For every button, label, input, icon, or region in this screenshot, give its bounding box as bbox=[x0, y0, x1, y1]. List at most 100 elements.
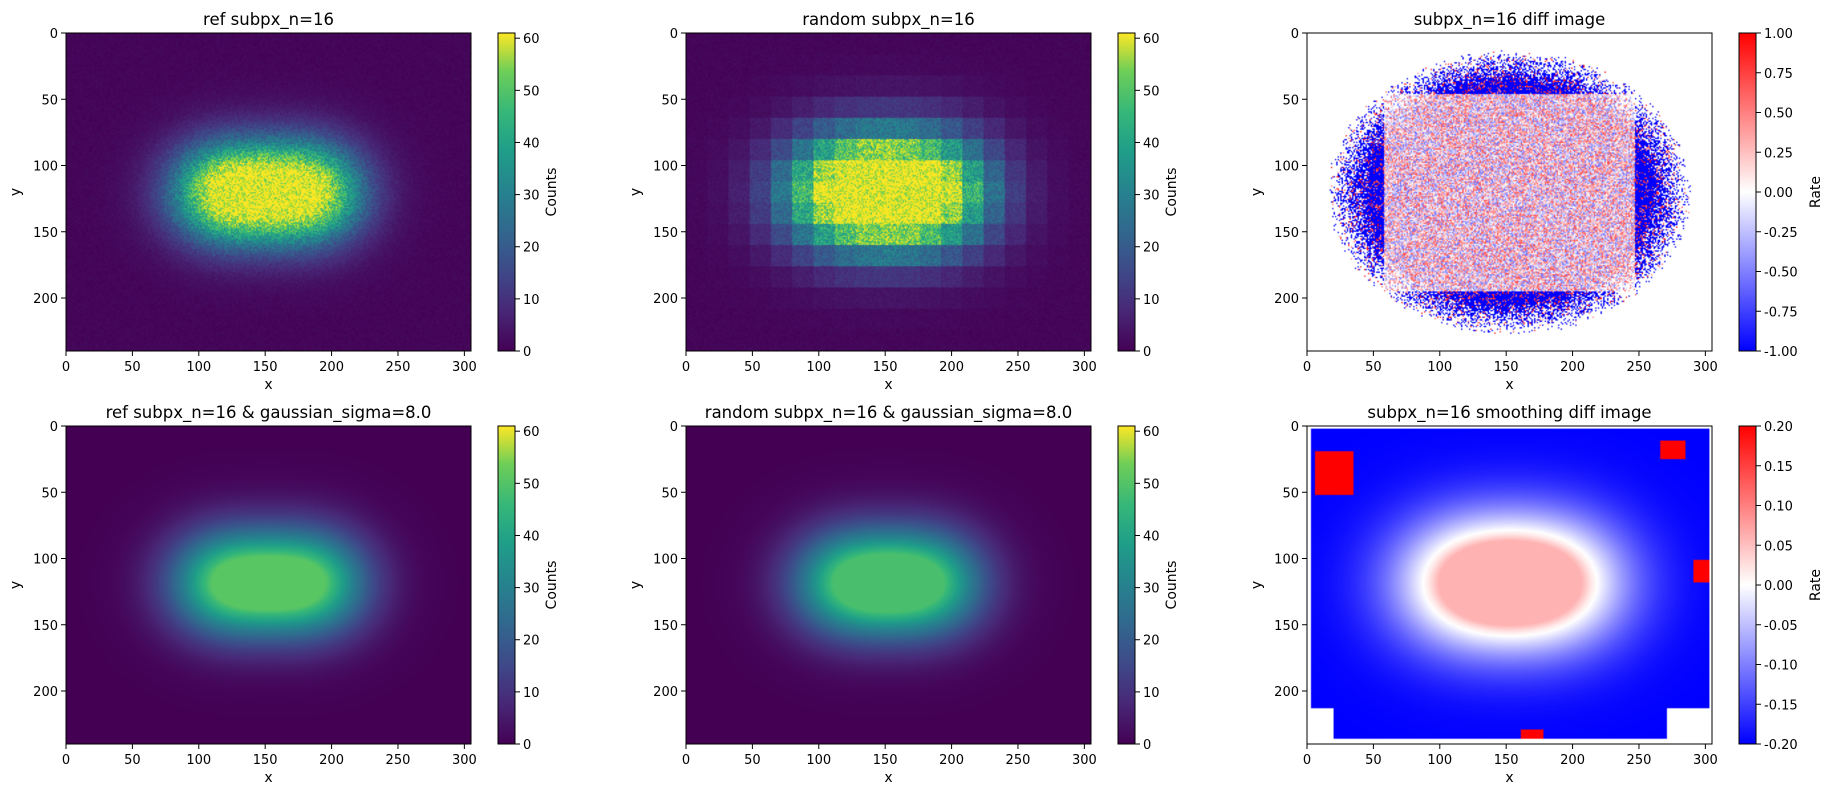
x-tick-label: 200 bbox=[1560, 360, 1585, 375]
y-axis-label: y bbox=[1249, 581, 1265, 589]
colorbar-label: Rate bbox=[1808, 569, 1824, 601]
y-tick-label: 100 bbox=[1274, 553, 1299, 568]
colorbar-tick-label: 20 bbox=[523, 241, 540, 256]
colorbar-tick-label: 0.05 bbox=[1764, 539, 1793, 554]
colorbar-label: Counts bbox=[1164, 168, 1180, 217]
x-tick-label: 200 bbox=[1560, 753, 1585, 768]
colorbar-tick-label: 50 bbox=[1143, 477, 1160, 492]
colorbar-tick-label: 0.20 bbox=[1764, 420, 1793, 435]
colorbar-label: Counts bbox=[1164, 561, 1180, 610]
panel-2: random subpx_n=160 50 100 150 200 250 30005010… bbox=[628, 10, 1180, 393]
colorbar bbox=[497, 425, 516, 745]
panel-title: random subpx_n=16 & gaussian_sigma=8.0 bbox=[705, 403, 1072, 423]
colorbar-tick-label: 0 bbox=[523, 738, 531, 753]
y-tick-label: 200 bbox=[653, 292, 678, 307]
heatmap-image bbox=[686, 426, 1091, 744]
x-axis-label: x bbox=[884, 770, 892, 786]
x-tick-label: 0 bbox=[1303, 360, 1311, 375]
colorbar-tick-label: 0.00 bbox=[1764, 186, 1793, 201]
x-tick-label: 250 bbox=[386, 360, 411, 375]
x-tick-label: 250 bbox=[1627, 360, 1652, 375]
y-tick-label: 0 bbox=[670, 420, 678, 435]
panel-title: ref subpx_n=16 bbox=[203, 10, 334, 30]
axes-frame bbox=[685, 32, 1092, 352]
heatmap-image bbox=[66, 426, 471, 744]
axes-frame bbox=[685, 425, 1092, 745]
colorbar-tick-label: 0.75 bbox=[1764, 67, 1793, 82]
x-tick-label: 100 bbox=[186, 360, 211, 375]
colorbar-tick-label: 60 bbox=[523, 32, 540, 47]
panel-3: subpx_n=16 diff image 0 50 100 150 200 250 300 0… bbox=[1249, 10, 1824, 393]
y-tick-label: 50 bbox=[41, 93, 58, 108]
axes-frame bbox=[65, 32, 472, 352]
y-tick-label: 150 bbox=[33, 619, 58, 634]
y-tick-label: 150 bbox=[653, 226, 678, 241]
colorbar-tick-label: 0.15 bbox=[1764, 460, 1793, 475]
colorbar-tick-label: 0.10 bbox=[1764, 500, 1793, 515]
x-tick-label: 200 bbox=[319, 360, 344, 375]
y-tick-label: 200 bbox=[1274, 685, 1299, 700]
x-axis-label: x bbox=[1505, 770, 1513, 786]
panel-4: ref subpx_n=16 & gaussian_sigma=8.0 0 50 10… bbox=[8, 403, 560, 786]
y-tick-label: 100 bbox=[33, 553, 58, 568]
colorbar-tick-label: 0.50 bbox=[1764, 107, 1793, 122]
colorbar bbox=[1117, 32, 1136, 352]
colorbar-tick-label: 40 bbox=[1143, 136, 1160, 151]
x-tick-label: 50 bbox=[124, 753, 141, 768]
panel-title: subpx_n=16 smoothing diff image bbox=[1367, 403, 1651, 423]
colorbar-tick-label: -0.25 bbox=[1764, 226, 1798, 241]
x-tick-label: 150 bbox=[1494, 360, 1519, 375]
y-axis-label: y bbox=[8, 188, 24, 196]
y-tick-label: 150 bbox=[33, 226, 58, 241]
colorbar-tick-label: 60 bbox=[523, 425, 540, 440]
x-tick-label: 250 bbox=[1006, 360, 1031, 375]
colorbar-tick-label: 1.00 bbox=[1764, 27, 1793, 42]
colorbar-tick-label: 40 bbox=[523, 136, 540, 151]
y-tick-label: 0 bbox=[1291, 420, 1299, 435]
x-tick-label: 100 bbox=[806, 360, 831, 375]
colorbar-tick-label: 30 bbox=[1143, 189, 1160, 204]
colorbar-tick-label: 0 bbox=[523, 345, 531, 360]
y-axis-label: y bbox=[628, 581, 644, 589]
y-tick-label: 100 bbox=[653, 553, 678, 568]
x-tick-label: 250 bbox=[386, 753, 411, 768]
colorbar-tick-label: -0.10 bbox=[1764, 659, 1798, 674]
colorbar-tick-label: 10 bbox=[1143, 686, 1160, 701]
colorbar-tick-label: 50 bbox=[523, 84, 540, 99]
colorbar-tick-label: -0.50 bbox=[1764, 266, 1798, 281]
colorbar-tick-label: 10 bbox=[523, 686, 540, 701]
colorbar-tick-label: 20 bbox=[523, 634, 540, 649]
x-tick-label: 100 bbox=[186, 753, 211, 768]
colorbar-tick-label: 0.00 bbox=[1764, 579, 1793, 594]
y-tick-label: 200 bbox=[33, 292, 58, 307]
colorbar-tick-label: 10 bbox=[523, 293, 540, 308]
x-tick-label: 250 bbox=[1627, 753, 1652, 768]
heatmap-image bbox=[1307, 426, 1712, 744]
axes-frame bbox=[65, 425, 472, 745]
y-tick-label: 0 bbox=[1291, 27, 1299, 42]
y-tick-label: 100 bbox=[1274, 160, 1299, 175]
x-tick-label: 50 bbox=[1365, 753, 1382, 768]
colorbar-tick-label: -0.75 bbox=[1764, 305, 1798, 320]
heatmap-image bbox=[1307, 33, 1712, 351]
colorbar bbox=[497, 32, 516, 352]
colorbar-tick-label: 60 bbox=[1143, 32, 1160, 47]
x-tick-label: 150 bbox=[873, 360, 898, 375]
colorbar-tick-label: -0.15 bbox=[1764, 698, 1798, 713]
y-tick-label: 50 bbox=[41, 486, 58, 501]
x-tick-label: 150 bbox=[253, 753, 278, 768]
x-tick-label: 300 bbox=[452, 360, 477, 375]
colorbar-tick-label: 50 bbox=[1143, 84, 1160, 99]
y-axis-label: y bbox=[628, 188, 644, 196]
x-tick-label: 200 bbox=[939, 360, 964, 375]
colorbar-tick-label: 20 bbox=[1143, 634, 1160, 649]
panel-title: subpx_n=16 diff image bbox=[1414, 10, 1606, 30]
x-tick-label: 0 bbox=[1303, 753, 1311, 768]
x-tick-label: 0 bbox=[682, 753, 690, 768]
panel-title: random subpx_n=16 bbox=[802, 10, 975, 30]
panel-5: random subpx_n=16 & gaussian_sigma=8.0 0 5… bbox=[628, 403, 1180, 786]
x-tick-label: 50 bbox=[744, 753, 761, 768]
x-axis-label: x bbox=[264, 770, 272, 786]
colorbar-label: Counts bbox=[544, 561, 560, 610]
